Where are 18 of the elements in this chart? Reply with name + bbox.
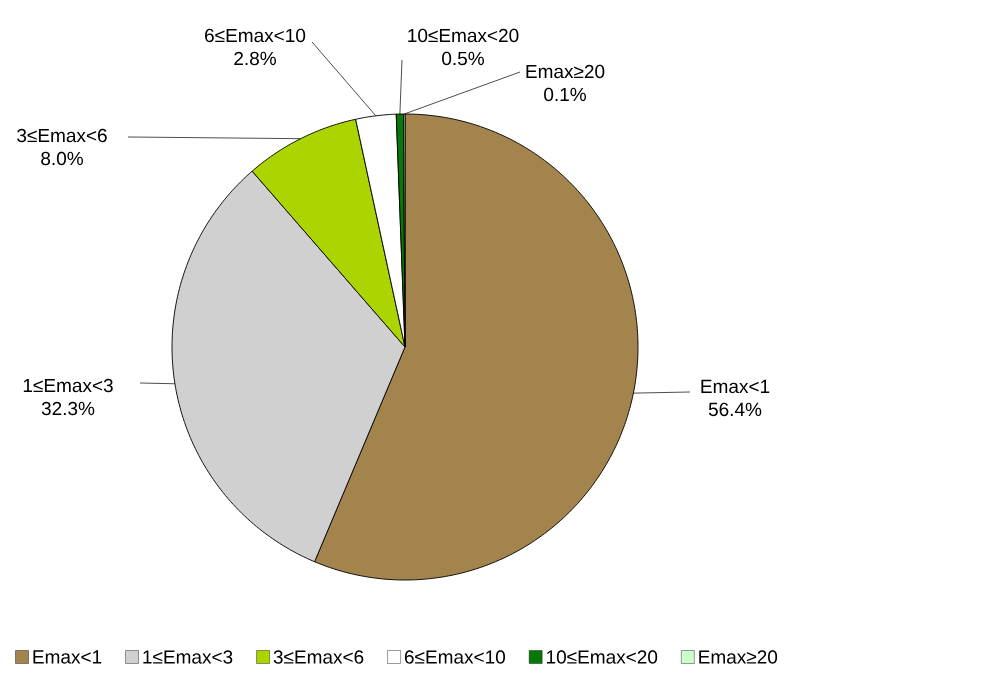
slice-label: 6≤Emax<10 [205, 28, 306, 43]
legend-label: 6≤Emax<10 [404, 650, 506, 664]
data-label: 32.3% [41, 401, 95, 416]
data-label: 56.4% [708, 402, 762, 417]
slice-label: 1≤Emax<3 [23, 378, 113, 393]
data-label: 0.5% [442, 51, 484, 66]
data-label: 0.1% [544, 87, 586, 102]
legend-label: Emax≥20 [699, 650, 778, 664]
data-label: 2.8% [234, 51, 276, 66]
legend-label: Emax<1 [33, 650, 102, 664]
slice-label: Emax<1 [701, 379, 770, 394]
slice-label: Emax≥20 [526, 64, 605, 79]
data-label: 8.0% [41, 151, 83, 166]
legend-label: 3≤Emax<6 [273, 650, 364, 664]
legend-label: 1≤Emax<3 [143, 650, 233, 664]
slice-label: 3≤Emax<6 [17, 128, 107, 143]
legend-label: 10≤Emax<20 [547, 650, 658, 664]
slice-label: 10≤Emax<20 [408, 28, 519, 43]
